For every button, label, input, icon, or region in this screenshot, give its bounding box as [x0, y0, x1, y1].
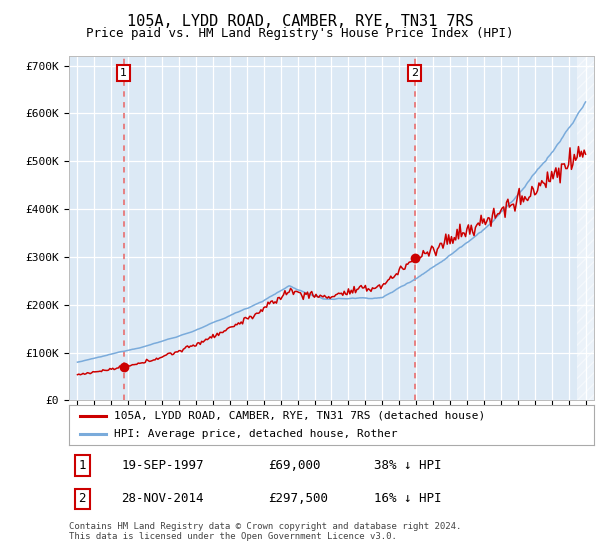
Bar [577, 56, 600, 400]
Text: HPI: Average price, detached house, Rother: HPI: Average price, detached house, Roth… [113, 430, 397, 439]
Text: 1: 1 [79, 459, 86, 472]
Text: 16% ↓ HPI: 16% ↓ HPI [373, 492, 441, 505]
Text: 2: 2 [79, 492, 86, 505]
Text: 2: 2 [411, 68, 418, 78]
Text: 105A, LYDD ROAD, CAMBER, RYE, TN31 7RS (detached house): 105A, LYDD ROAD, CAMBER, RYE, TN31 7RS (… [113, 411, 485, 421]
Text: £69,000: £69,000 [269, 459, 321, 472]
Text: Contains HM Land Registry data © Crown copyright and database right 2024.
This d: Contains HM Land Registry data © Crown c… [69, 522, 461, 542]
Text: Price paid vs. HM Land Registry's House Price Index (HPI): Price paid vs. HM Land Registry's House … [86, 27, 514, 40]
Text: 38% ↓ HPI: 38% ↓ HPI [373, 459, 441, 472]
Text: 28-NOV-2014: 28-NOV-2014 [121, 492, 204, 505]
Text: 105A, LYDD ROAD, CAMBER, RYE, TN31 7RS: 105A, LYDD ROAD, CAMBER, RYE, TN31 7RS [127, 14, 473, 29]
Text: 1: 1 [120, 68, 127, 78]
Text: 19-SEP-1997: 19-SEP-1997 [121, 459, 204, 472]
Text: £297,500: £297,500 [269, 492, 329, 505]
